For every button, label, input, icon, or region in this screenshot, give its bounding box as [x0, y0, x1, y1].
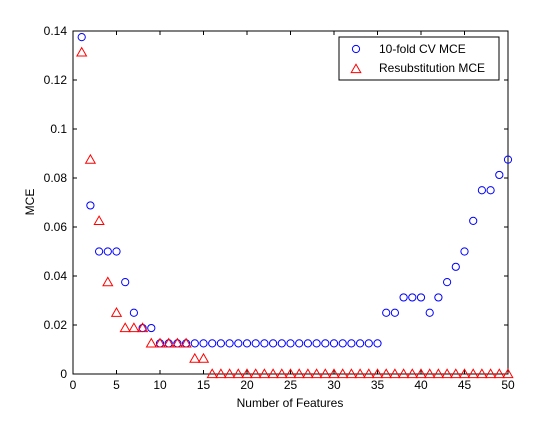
x-tick-label: 20 [240, 378, 254, 392]
y-tick-label: 0 [60, 367, 67, 381]
y-tick-label: 0.04 [44, 269, 68, 283]
x-tick-label: 30 [327, 378, 341, 392]
y-tick-label: 0.08 [44, 171, 68, 185]
x-tick-label: 35 [371, 378, 385, 392]
legend-label: 10-fold CV MCE [379, 42, 466, 56]
y-tick-label: 0.12 [44, 73, 68, 87]
y-tick-label: 0.06 [44, 220, 68, 234]
x-tick-label: 5 [113, 378, 120, 392]
x-tick-label: 10 [153, 378, 167, 392]
legend-label: Resubstitution MCE [379, 61, 485, 75]
x-axis-label: Number of Features [237, 396, 344, 410]
x-tick-label: 50 [501, 378, 515, 392]
x-tick-label: 45 [458, 378, 472, 392]
legend: 10-fold CV MCE Resubstitution MCE [339, 37, 499, 80]
y-tick-label: 0.1 [50, 122, 67, 136]
y-axis-label: MCE [23, 189, 37, 216]
y-tick-label: 0.02 [44, 318, 68, 332]
x-tick-label: 25 [284, 378, 298, 392]
x-tick-label: 40 [414, 378, 428, 392]
plot-area [73, 31, 508, 374]
x-tick-label: 0 [70, 378, 77, 392]
y-tick-label: 0.14 [44, 24, 68, 38]
x-tick-label: 15 [197, 378, 211, 392]
